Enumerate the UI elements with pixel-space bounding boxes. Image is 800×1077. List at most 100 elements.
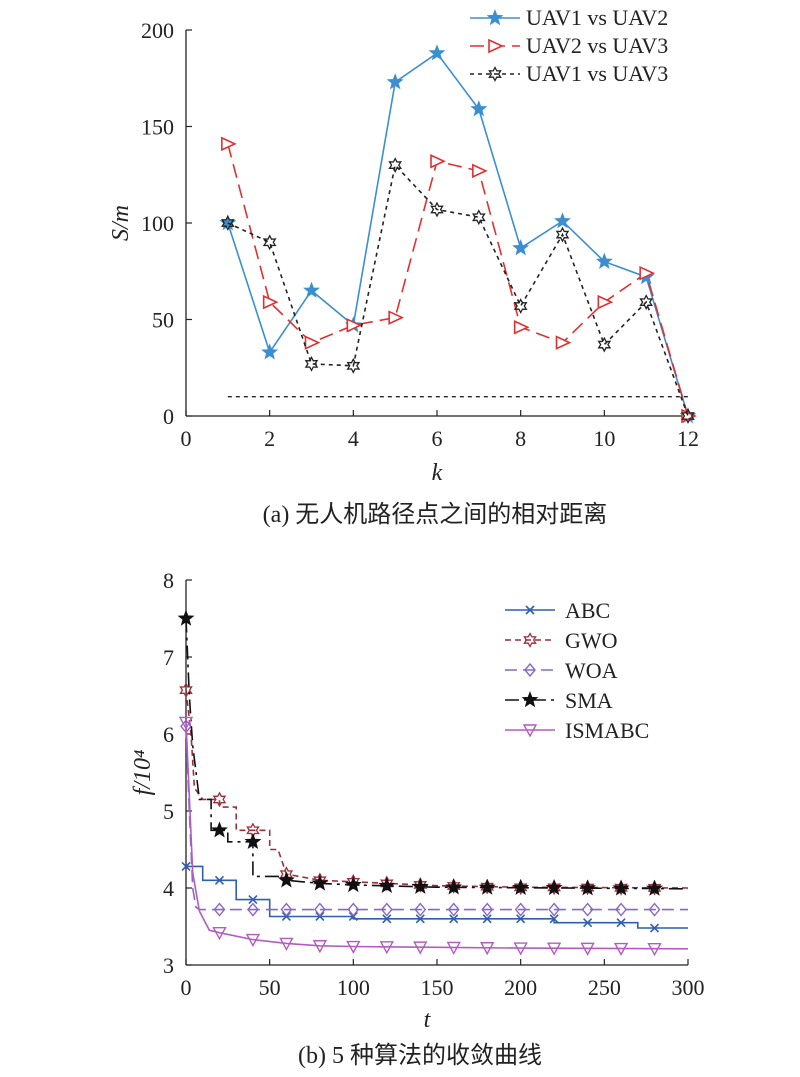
- b-data-point-s4: [312, 940, 328, 954]
- b-data-point-s2: [313, 902, 326, 917]
- b-data-point-s3: [177, 609, 195, 626]
- a-data-point-s1: [346, 318, 363, 333]
- b-data-point-s3: [210, 821, 228, 838]
- a-y-tick-label: 200: [141, 18, 174, 43]
- b-x-tick-label: 300: [672, 975, 705, 1000]
- b-legend-label-4: ISMABC: [565, 718, 649, 743]
- b-series-line-0: [186, 865, 688, 929]
- b-data-point-s0: [415, 914, 425, 924]
- b-data-point-s1: [179, 682, 193, 698]
- b-legend-marker-3: [521, 691, 539, 708]
- a-legend-marker-1: [488, 38, 504, 54]
- b-x-tick-label: 250: [588, 975, 621, 1000]
- b-data-point-s2: [481, 902, 494, 917]
- a-x-tick-label: 10: [593, 426, 615, 451]
- a-data-point-s2: [304, 356, 319, 372]
- a-legend-marker-2: [488, 66, 502, 82]
- b-legend-marker-2: [524, 662, 536, 678]
- b-data-point-s2: [247, 902, 259, 917]
- b-data-point-s3: [478, 878, 496, 895]
- b-data-point-s3: [378, 876, 396, 894]
- a-x-tick-label: 6: [432, 426, 443, 451]
- b-data-point-s2: [280, 902, 293, 917]
- b-data-point-s0: [583, 918, 593, 928]
- a-legend-label-1: UAV2 vs UAV3: [526, 33, 668, 58]
- b-data-point-s2: [213, 902, 226, 917]
- a-data-point-s2: [388, 157, 402, 173]
- b-data-point-s0: [516, 914, 526, 924]
- b-data-point-s0: [482, 914, 492, 924]
- a-x-tick-label: 12: [677, 426, 699, 451]
- b-x-tick-label: 150: [421, 975, 454, 1000]
- b-data-point-s1: [513, 879, 528, 896]
- a-data-point-s0: [512, 239, 530, 256]
- b-x-axis-label: t: [424, 1007, 432, 1033]
- b-y-tick-label: 4: [163, 876, 174, 901]
- b-data-point-s1: [446, 878, 461, 894]
- a-data-point-s0: [261, 343, 279, 360]
- b-data-point-s4: [279, 937, 294, 951]
- b-data-point-s4: [178, 716, 194, 730]
- b-data-point-s3: [344, 875, 362, 893]
- a-data-point-s2: [221, 215, 235, 231]
- b-x-tick-label: 50: [259, 975, 281, 1000]
- b-data-point-s0: [449, 914, 459, 924]
- a-data-point-s2: [430, 201, 444, 218]
- a-data-point-s2: [513, 298, 528, 314]
- b-data-point-s2: [514, 902, 527, 917]
- b-data-point-s0: [616, 918, 626, 928]
- b-data-point-s3: [545, 878, 563, 896]
- b-data-point-s3: [646, 879, 664, 896]
- b-data-point-s4: [413, 941, 428, 955]
- b-caption: (b) 5 种算法的收敛曲线: [298, 1042, 542, 1069]
- a-data-point-s1: [221, 136, 237, 152]
- a-data-point-s1: [304, 335, 321, 350]
- b-x-tick-label: 100: [337, 975, 370, 1000]
- b-data-point-s3: [277, 871, 295, 888]
- a-y-tick-label: 100: [141, 211, 174, 236]
- a-data-point-s0: [303, 281, 320, 298]
- a-data-point-s2: [262, 234, 277, 251]
- b-data-point-s3: [311, 874, 329, 891]
- a-data-point-s1: [639, 265, 656, 281]
- b-legend-label-3: SMA: [565, 688, 613, 713]
- a-data-point-s2: [639, 294, 653, 310]
- b-y-axis-label: f/10⁴: [130, 750, 156, 796]
- a-y-tick-label: 150: [141, 115, 174, 140]
- a-data-point-s2: [555, 226, 570, 243]
- b-data-point-s0: [214, 875, 225, 885]
- a-data-point-s2: [472, 209, 486, 226]
- b-x-tick-label: 200: [504, 975, 537, 1000]
- b-data-point-s1: [547, 879, 562, 896]
- b-data-point-s1: [580, 879, 595, 896]
- chart-convergence: 0 50 100 150 200 250 300 3 4 5 6 7 8 t f/10⁴ (b) 5 种算法的…: [130, 568, 705, 1069]
- a-data-point-s0: [595, 252, 613, 269]
- a-data-point-s2: [346, 357, 361, 374]
- a-y-tick-label: 50: [152, 308, 174, 333]
- b-data-point-s2: [548, 902, 561, 917]
- a-data-point-s0: [428, 44, 446, 61]
- b-legend-label-0: ABC: [565, 598, 610, 623]
- b-data-point-s1: [480, 878, 494, 895]
- a-legend-label-0: UAV1 vs UAV2: [526, 5, 668, 30]
- b-y-tick-label: 5: [163, 799, 174, 824]
- b-y-tick-label: 3: [163, 953, 174, 978]
- b-data-point-s3: [411, 877, 429, 894]
- b-data-point-s3: [445, 878, 463, 895]
- b-data-point-s2: [380, 902, 393, 917]
- b-data-point-s0: [549, 914, 559, 924]
- b-data-point-s2: [347, 902, 360, 917]
- b-data-point-s4: [613, 942, 629, 956]
- b-series-line-3: [185, 618, 689, 890]
- a-data-point-s0: [554, 212, 571, 229]
- a-x-axis-label: k: [432, 460, 443, 486]
- b-data-point-s4: [379, 941, 394, 955]
- b-data-point-s3: [612, 879, 630, 896]
- chart-relative-distance: 0 2 4 6 8 10 12 0 50 100 150 200 k S/m (a) 无人机路径点之间的相对…: [108, 5, 699, 528]
- b-legend-label-2: WOA: [565, 658, 618, 683]
- a-data-point-s1: [430, 153, 446, 169]
- a-data-point-s2: [597, 336, 612, 353]
- b-legend-marker-1: [523, 632, 537, 648]
- b-data-point-s4: [546, 942, 562, 956]
- b-data-point-s4: [580, 942, 595, 956]
